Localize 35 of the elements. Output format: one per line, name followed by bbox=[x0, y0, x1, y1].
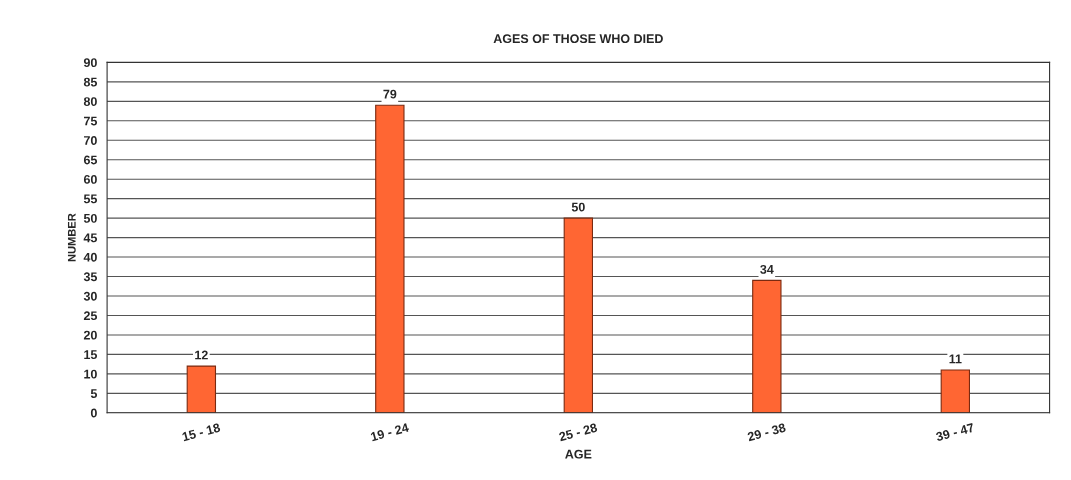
data-label: 50 bbox=[571, 202, 585, 212]
chart-title: AGES OF THOSE WHO DIED bbox=[493, 34, 663, 44]
y-tick-label: 0 bbox=[90, 408, 97, 418]
y-tick-label: 70 bbox=[84, 136, 97, 145]
x-tick-label: 25 - 28 bbox=[558, 422, 598, 442]
y-tick-label: 60 bbox=[83, 175, 97, 184]
data-label: 79 bbox=[383, 89, 397, 99]
y-tick-label: 30 bbox=[83, 291, 97, 301]
data-label: 34 bbox=[760, 264, 774, 274]
bar bbox=[752, 279, 782, 413]
y-tick-label: 10 bbox=[84, 369, 97, 379]
y-tick-label: 40 bbox=[83, 252, 97, 262]
y-tick-label: 80 bbox=[83, 97, 97, 106]
y-tick-label: 90 bbox=[83, 58, 97, 68]
x-tick-label: 39 - 47 bbox=[935, 422, 975, 442]
y-tick-label: 20 bbox=[83, 330, 97, 340]
y-axis-title: NUMBER bbox=[67, 213, 76, 262]
y-tick-label: 65 bbox=[83, 155, 98, 165]
y-tick-label: 5 bbox=[90, 389, 98, 398]
y-tick-label: 75 bbox=[84, 116, 98, 126]
bar bbox=[186, 365, 217, 413]
y-tick-label: 85 bbox=[83, 77, 98, 87]
y-tick-label: 55 bbox=[83, 194, 98, 204]
y-tick-label: 50 bbox=[83, 213, 97, 223]
data-label: 12 bbox=[195, 350, 208, 360]
y-tick-label: 45 bbox=[83, 233, 98, 243]
data-label: 11 bbox=[949, 354, 962, 364]
y-tick-label: 15 bbox=[84, 350, 98, 360]
y-tick-label: 35 bbox=[83, 272, 98, 282]
x-tick-label: 19 - 24 bbox=[370, 422, 410, 442]
x-axis-title: AGE bbox=[565, 449, 592, 459]
x-tick-label: 29 - 38 bbox=[747, 422, 787, 442]
y-tick-label: 25 bbox=[83, 311, 98, 321]
bar bbox=[940, 369, 971, 413]
x-tick-label: 15 - 18 bbox=[181, 422, 221, 442]
